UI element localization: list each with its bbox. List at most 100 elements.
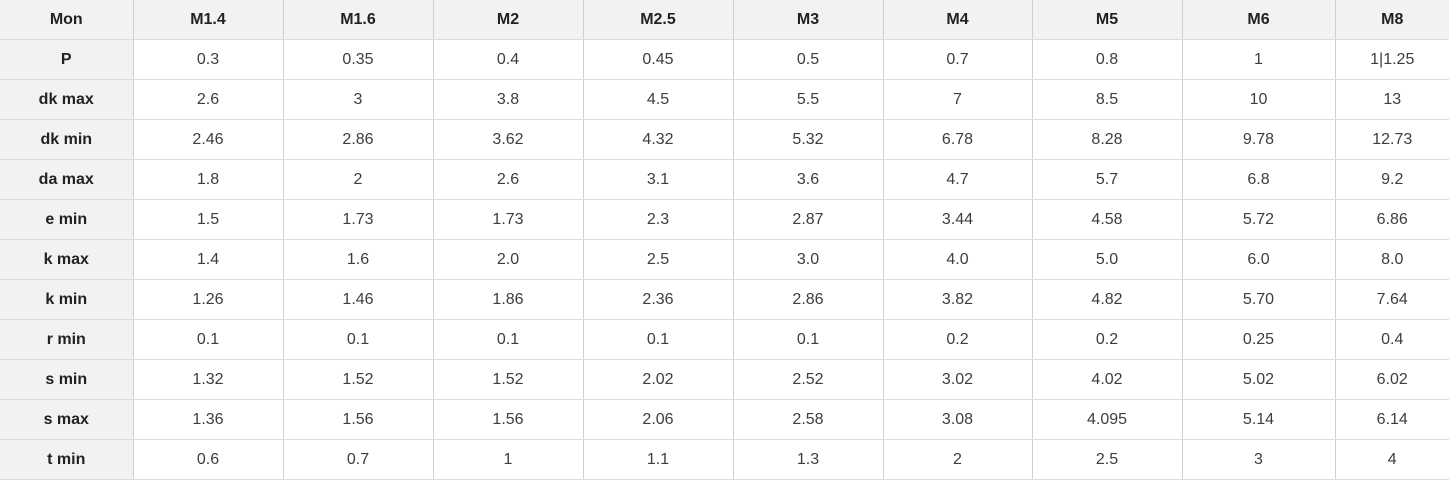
data-cell: 2.06: [582, 399, 734, 440]
row-label: dk max: [0, 79, 134, 120]
row-label: r min: [0, 319, 134, 360]
row-label: dk min: [0, 119, 134, 160]
data-cell: 1.73: [432, 199, 584, 240]
data-cell: 0.1: [132, 319, 284, 360]
data-cell: 12.73: [1334, 119, 1449, 160]
table-row: t min 0.6 0.7 1 1.1 1.3 2 2.5 3 4: [0, 439, 1449, 480]
row-label: P: [0, 39, 134, 80]
table-row: s min 1.32 1.52 1.52 2.02 2.52 3.02 4.02 5.02 6.0…: [0, 359, 1449, 400]
table-row: r min 0.1 0.1 0.1 0.1 0.1 0.2 0.2 0.25 0.4: [0, 319, 1449, 360]
data-cell: 4.32: [582, 119, 734, 160]
data-cell: 2.87: [732, 199, 884, 240]
data-cell: 4.5: [582, 79, 734, 120]
data-cell: 4.7: [882, 159, 1033, 200]
column-header: M2.5: [582, 0, 734, 40]
data-cell: 7: [882, 79, 1033, 120]
data-cell: 2.3: [582, 199, 734, 240]
data-cell: 5.5: [732, 79, 884, 120]
data-cell: 8.0: [1334, 239, 1449, 280]
data-cell: 1.1: [582, 439, 734, 480]
table-row: dk min 2.46 2.86 3.62 4.32 5.32 6.78 8.28 9.78 12…: [0, 119, 1449, 160]
data-cell: 1.6: [282, 239, 434, 280]
table-row: P 0.3 0.35 0.4 0.45 0.5 0.7 0.8 1 1|1.25: [0, 39, 1449, 80]
data-cell: 4.02: [1031, 359, 1183, 400]
data-cell: 8.28: [1031, 119, 1183, 160]
data-cell: 2.6: [432, 159, 584, 200]
data-cell: 7.64: [1334, 279, 1449, 320]
table-row: e min 1.5 1.73 1.73 2.3 2.87 3.44 4.58 5.72 6.86: [0, 199, 1449, 240]
data-cell: 3.82: [882, 279, 1033, 320]
data-cell: 5.02: [1181, 359, 1336, 400]
data-cell: 0.5: [732, 39, 884, 80]
data-cell: 4.095: [1031, 399, 1183, 440]
data-cell: 1.8: [132, 159, 284, 200]
data-cell: 10: [1181, 79, 1336, 120]
data-cell: 3.1: [582, 159, 734, 200]
data-cell: 9.2: [1334, 159, 1449, 200]
data-cell: 6.86: [1334, 199, 1449, 240]
data-cell: 6.8: [1181, 159, 1336, 200]
data-cell: 3.62: [432, 119, 584, 160]
data-cell: 5.7: [1031, 159, 1183, 200]
data-cell: 3.08: [882, 399, 1033, 440]
data-cell: 2.5: [1031, 439, 1183, 480]
data-cell: 6.0: [1181, 239, 1336, 280]
data-cell: 1.86: [432, 279, 584, 320]
column-header: M6: [1181, 0, 1336, 40]
data-cell: 0.1: [432, 319, 584, 360]
data-cell: 6.14: [1334, 399, 1449, 440]
row-label: t min: [0, 439, 134, 480]
data-cell: 2.86: [732, 279, 884, 320]
data-cell: 0.25: [1181, 319, 1336, 360]
data-cell: 1.52: [432, 359, 584, 400]
data-cell: 4.58: [1031, 199, 1183, 240]
column-header: M5: [1031, 0, 1183, 40]
data-cell: 4.82: [1031, 279, 1183, 320]
table-row: dk max 2.6 3 3.8 4.5 5.5 7 8.5 10 13: [0, 79, 1449, 120]
data-cell: 6.78: [882, 119, 1033, 160]
data-cell: 3: [1181, 439, 1336, 480]
data-cell: 1.36: [132, 399, 284, 440]
data-cell: 1.46: [282, 279, 434, 320]
data-cell: 0.2: [1031, 319, 1183, 360]
data-cell: 1.4: [132, 239, 284, 280]
data-cell: 0.8: [1031, 39, 1183, 80]
data-cell: 0.6: [132, 439, 284, 480]
data-cell: 3.44: [882, 199, 1033, 240]
data-cell: 2.0: [432, 239, 584, 280]
data-cell: 1.32: [132, 359, 284, 400]
data-cell: 2: [282, 159, 434, 200]
data-cell: 1.56: [432, 399, 584, 440]
row-label: s min: [0, 359, 134, 400]
row-label: k max: [0, 239, 134, 280]
data-cell: 3.0: [732, 239, 884, 280]
data-cell: 0.1: [582, 319, 734, 360]
data-cell: 0.1: [282, 319, 434, 360]
data-cell: 5.14: [1181, 399, 1336, 440]
data-cell: 1.5: [132, 199, 284, 240]
data-cell: 2.36: [582, 279, 734, 320]
header-row: Mon M1.4 M1.6 M2 M2.5 M3 M4 M5 M6 M8: [0, 0, 1449, 40]
data-cell: 0.4: [1334, 319, 1449, 360]
data-cell: 1: [1181, 39, 1336, 80]
row-label: da max: [0, 159, 134, 200]
data-cell: 13: [1334, 79, 1449, 120]
column-header: M1.4: [132, 0, 284, 40]
column-header: M1.6: [282, 0, 434, 40]
data-cell: 9.78: [1181, 119, 1336, 160]
data-cell: 1.56: [282, 399, 434, 440]
data-cell: 2.02: [582, 359, 734, 400]
data-cell: 2.86: [282, 119, 434, 160]
data-cell: 1: [432, 439, 584, 480]
data-cell: 5.0: [1031, 239, 1183, 280]
column-header: M2: [432, 0, 584, 40]
data-cell: 0.7: [882, 39, 1033, 80]
data-cell: 1.26: [132, 279, 284, 320]
data-cell: 3.6: [732, 159, 884, 200]
data-cell: 4.0: [882, 239, 1033, 280]
data-cell: 1.52: [282, 359, 434, 400]
data-cell: 8.5: [1031, 79, 1183, 120]
data-cell: 2: [882, 439, 1033, 480]
data-cell: 1|1.25: [1334, 39, 1449, 80]
